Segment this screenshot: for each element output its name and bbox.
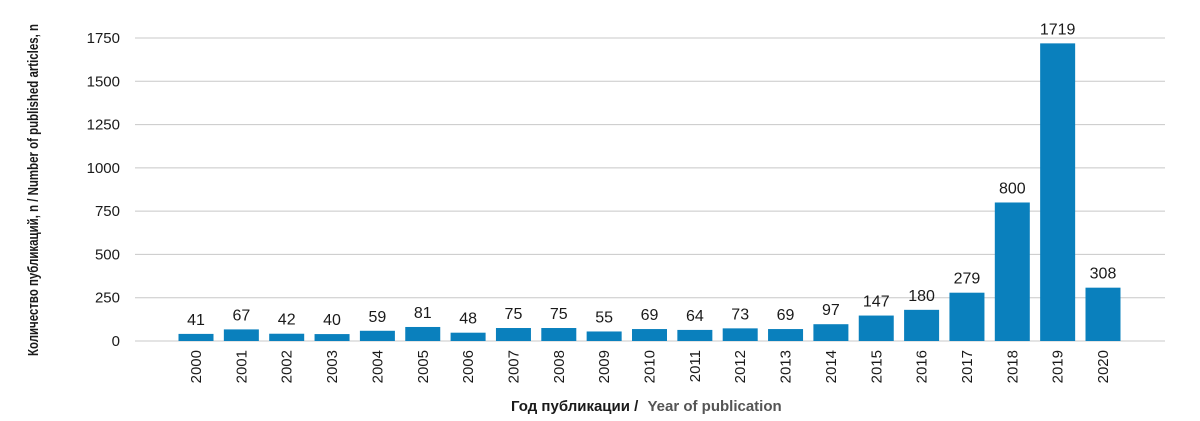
y-tick-label: 750	[95, 203, 120, 220]
data-label-2018: 800	[999, 180, 1026, 197]
y-tick-label: 1500	[87, 73, 120, 90]
y-tick-label: 1000	[87, 160, 120, 177]
bar-2019	[1040, 43, 1076, 341]
x-tick-label-2011: 2011	[687, 350, 704, 382]
bar-2020	[1085, 287, 1121, 341]
data-label-2016: 180	[908, 288, 935, 305]
data-label-2012: 73	[731, 306, 749, 323]
x-tick-label-2007: 2007	[505, 350, 522, 383]
bar-2007	[495, 328, 531, 341]
x-tick-label-2008: 2008	[551, 350, 568, 383]
x-tick-label-2015: 2015	[868, 350, 885, 383]
x-tick-label-2017: 2017	[959, 350, 976, 383]
x-tick-label-2012: 2012	[732, 350, 749, 383]
bar-2008	[541, 328, 577, 341]
x-tick-label-2019: 2019	[1050, 350, 1067, 383]
y-tick-label: 1750	[87, 30, 120, 47]
y-tick-labels: 0 250 500 750 1000 1250 1500 1750	[87, 30, 120, 350]
bar-2014	[813, 324, 849, 341]
bar-2016	[904, 309, 940, 341]
y-tick-label: 250	[95, 290, 120, 307]
x-tick-label-2005: 2005	[415, 350, 432, 383]
y-tick-label: 500	[95, 246, 120, 263]
x-axis-title-ru: Год публикации /	[511, 398, 639, 415]
data-label-2000: 41	[187, 312, 205, 329]
data-label-2019: 1719	[1040, 21, 1076, 38]
bar-2006	[450, 332, 486, 341]
data-label-2013: 69	[777, 307, 795, 324]
data-label-2011: 64	[686, 308, 704, 325]
bar-2012	[722, 328, 758, 341]
x-tick-label-2020: 2020	[1095, 350, 1112, 383]
x-tick-label-2009: 2009	[596, 350, 613, 383]
x-tick-label-2010: 2010	[642, 350, 659, 383]
bar-2001	[223, 329, 259, 341]
bar-2015	[858, 315, 894, 341]
x-tick-label-2001: 2001	[233, 350, 250, 383]
x-tick-label-2000: 2000	[188, 350, 205, 383]
data-label-2005: 81	[414, 305, 432, 322]
bar-2010	[632, 329, 667, 341]
data-label-2002: 42	[278, 312, 296, 329]
data-label-2010: 69	[641, 307, 659, 324]
x-tick-label-2006: 2006	[460, 350, 477, 383]
x-tick-label-2016: 2016	[914, 350, 931, 383]
bar-2009	[586, 331, 622, 341]
bar-2004	[359, 330, 395, 341]
data-label-2006: 48	[459, 311, 477, 328]
x-tick-label-2014: 2014	[823, 350, 840, 383]
x-tick-label-2018: 2018	[1004, 350, 1021, 383]
bar-2017	[949, 292, 985, 341]
bar-2005	[405, 326, 441, 341]
bar-2003	[314, 334, 350, 341]
x-tick-label-2003: 2003	[324, 350, 341, 383]
data-label-2014: 97	[822, 302, 840, 319]
bar-2013	[768, 329, 804, 341]
data-labels: 41 67 42 40 59 81 48 75 75 55 69 64 73 69 97 147 180 279 8…	[187, 21, 1116, 329]
data-label-2020: 308	[1090, 266, 1117, 283]
bar-2011	[677, 329, 713, 341]
x-tick-label-2002: 2002	[279, 350, 296, 383]
x-axis-title-en: Year of publication	[647, 398, 781, 415]
x-tick-label-2013: 2013	[778, 350, 795, 383]
bar-2018	[994, 202, 1030, 341]
data-label-2015: 147	[863, 294, 890, 311]
data-label-2008: 75	[550, 306, 568, 323]
data-label-2009: 55	[595, 309, 613, 326]
data-label-2007: 75	[505, 306, 523, 323]
data-label-2017: 279	[954, 271, 981, 288]
data-label-2003: 40	[323, 312, 341, 329]
data-label-2004: 59	[369, 309, 387, 326]
y-tick-label: 1250	[87, 117, 120, 134]
bar-2000	[178, 333, 214, 341]
y-tick-label: 0	[112, 333, 120, 350]
x-tick-label-2004: 2004	[369, 350, 386, 383]
y-axis-title: Количество публикаций, n / Number of pub…	[25, 24, 42, 356]
x-axis-title: Год публикации / Year of publication	[511, 398, 782, 415]
grid-lines	[135, 37, 1165, 342]
bar-2002	[269, 333, 305, 341]
bars	[178, 43, 1121, 341]
x-tick-labels: 2000 2001 2002 2003 2004 2005 2006 2007 2008 2009…	[188, 350, 1112, 383]
data-label-2001: 67	[232, 307, 250, 324]
